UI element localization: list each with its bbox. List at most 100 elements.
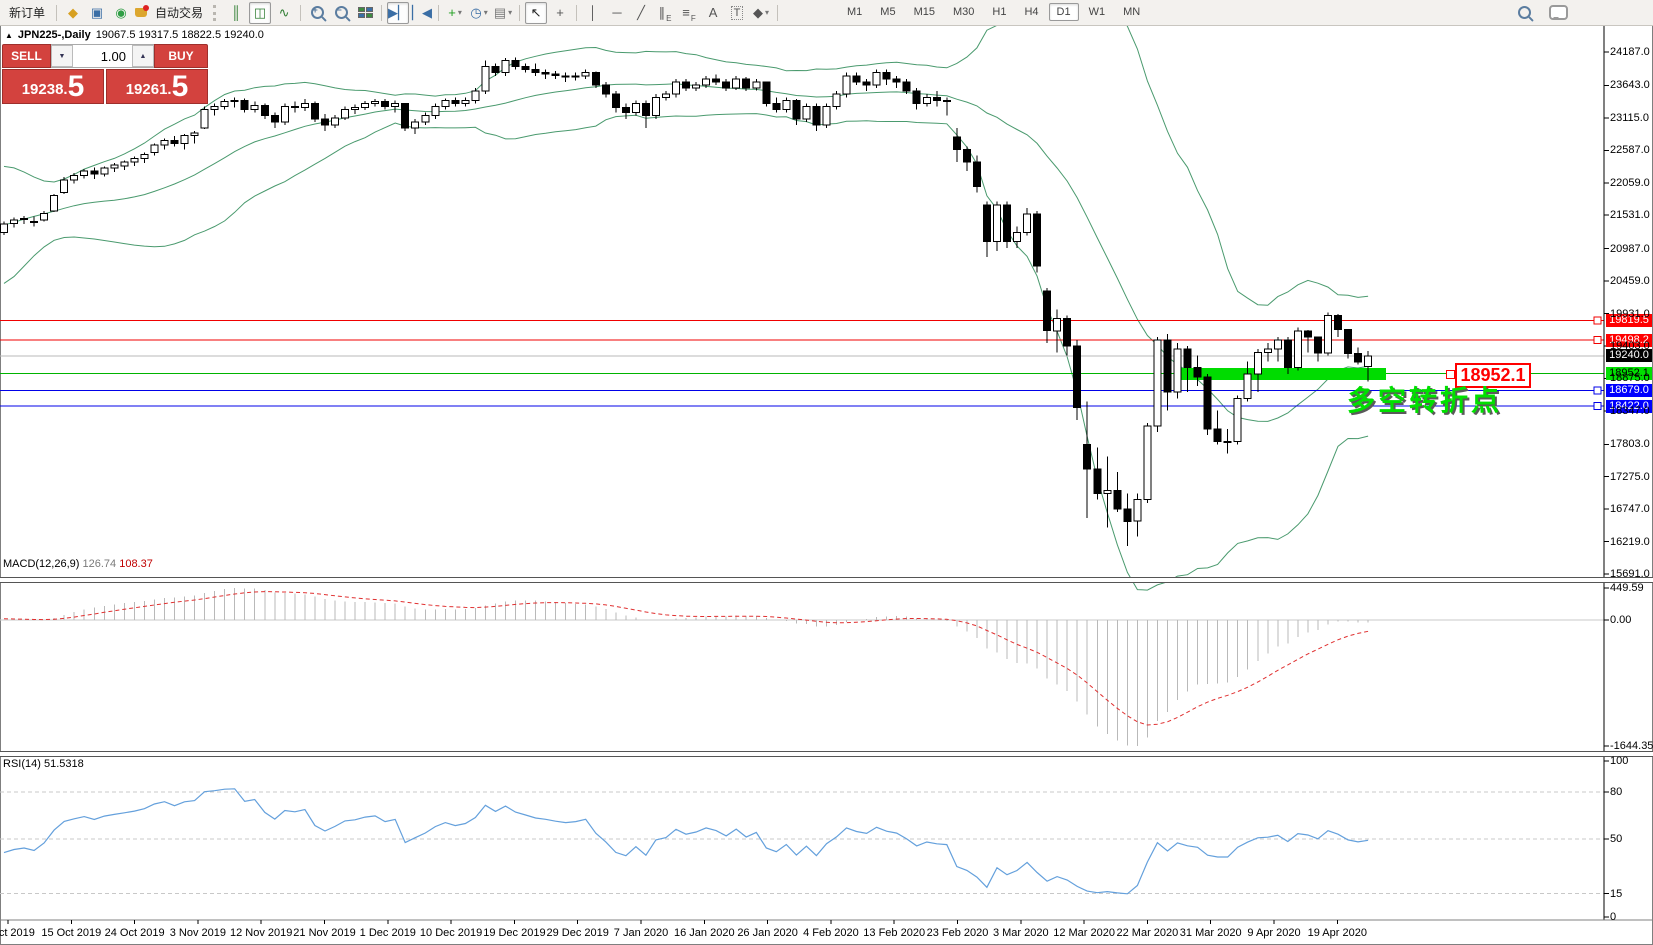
horizontal-line-icon[interactable]: ─: [606, 2, 628, 24]
candle-body: [1123, 508, 1132, 522]
tile-windows-icon[interactable]: [354, 2, 376, 24]
pane-divider-macd[interactable]: [0, 577, 1653, 583]
date-label: 9 Apr 2020: [1247, 927, 1301, 939]
candle-body: [551, 73, 560, 77]
candle-body: [521, 66, 530, 71]
bar-chart-icon[interactable]: ║: [225, 2, 247, 24]
sell-price-main: 19238.: [21, 81, 68, 98]
candle-body: [290, 106, 299, 109]
candle-body: [40, 212, 49, 221]
candle-body: [1083, 443, 1092, 470]
level-line-handle[interactable]: [1593, 402, 1602, 411]
date-label: 3 Nov 2019: [169, 927, 227, 939]
candle-body: [270, 115, 279, 123]
label-icon[interactable]: T: [726, 2, 748, 24]
tile-cell: [365, 13, 373, 18]
timeframe-button-h4[interactable]: H4: [1024, 6, 1039, 18]
indicators-button-dropdown-icon[interactable]: ▾: [457, 8, 462, 17]
indicators-button[interactable]: + ▾: [444, 2, 466, 24]
bollinger-lower-band: [3, 113, 1369, 591]
buy-price-display[interactable]: 19261. 5: [106, 69, 208, 104]
chart-title-bar: ▲ JPN225-,Daily 19067.5 19317.5 18822.5 …: [5, 29, 264, 41]
pane-divider-rsi[interactable]: [0, 751, 1653, 757]
timeframe-button-m30[interactable]: M30: [952, 6, 975, 18]
buy-price-main: 19261.: [125, 81, 172, 98]
channel-icon[interactable]: ∥ E: [654, 2, 676, 24]
timeframe-button-m1[interactable]: M1: [847, 6, 863, 18]
price-tick-label: 22059.0: [1610, 176, 1650, 189]
rsi-axis-label: 100: [1610, 755, 1629, 767]
price-label-box[interactable]: 18952.1: [1455, 363, 1531, 388]
candle-body: [702, 78, 711, 86]
candle-body: [130, 158, 139, 163]
price-tick-label: 21531.0: [1610, 209, 1650, 222]
sell-price-display[interactable]: 19238. 5: [2, 69, 104, 104]
candle-body: [1233, 397, 1242, 442]
chart-window: [0, 25, 1653, 945]
price-box-handle[interactable]: [1446, 370, 1455, 379]
scroll-to-end-icon[interactable]: ▶▏: [387, 1, 410, 24]
line-chart-icon[interactable]: ∿: [273, 2, 295, 24]
volume-decrease-button[interactable]: ▼: [51, 45, 73, 67]
sell-button[interactable]: SELL: [2, 44, 51, 68]
timeframe-button-mn[interactable]: MN: [1123, 6, 1141, 18]
chat-button[interactable]: [1547, 1, 1569, 23]
fibonacci-icon[interactable]: ≡ F: [678, 2, 700, 24]
templates-button-dropdown-icon[interactable]: ▾: [508, 8, 513, 17]
periods-button[interactable]: ◷ ▾: [468, 2, 490, 24]
candle-body: [100, 167, 109, 175]
candle-body: [1334, 314, 1342, 330]
search-button[interactable]: [1513, 1, 1535, 23]
shapes-icon[interactable]: ◆ ▾: [750, 2, 772, 24]
candle-body: [220, 101, 229, 107]
zoom-sign: −: [336, 5, 342, 15]
tile-cell: [357, 7, 365, 12]
candlestick-chart-icon-glyph: ◫: [253, 4, 267, 20]
candle-body: [60, 179, 69, 193]
candle-body: [1113, 490, 1122, 510]
crosshair-icon[interactable]: +: [549, 2, 571, 24]
timeframe-button-d1[interactable]: D1: [1048, 3, 1079, 21]
level-line-handle[interactable]: [1593, 336, 1602, 345]
toolbar-separator: [576, 4, 578, 21]
volume-increase-button[interactable]: ▲: [132, 45, 154, 67]
templates-button[interactable]: ▤ ▾: [492, 2, 514, 24]
chat-icon: [1548, 4, 1568, 20]
shapes-icon-dropdown-icon[interactable]: ▾: [765, 8, 770, 17]
vertical-line-icon[interactable]: │: [582, 2, 604, 24]
new-order-button[interactable]: 新订单: [3, 2, 51, 24]
candle-body: [972, 161, 981, 187]
periods-button-dropdown-icon[interactable]: ▾: [483, 8, 488, 17]
timeframe-button-h1[interactable]: H1: [992, 6, 1007, 18]
macd-name: MACD(12,26,9): [3, 558, 80, 570]
rsi-name: RSI(14): [3, 758, 41, 770]
support-highlight-rect[interactable]: [1175, 368, 1386, 380]
candlestick-chart-icon[interactable]: ◫: [249, 1, 272, 24]
volume-input[interactable]: 1.00: [73, 45, 132, 67]
timeframe-button-w1[interactable]: W1: [1088, 6, 1106, 18]
zoom-out-icon[interactable]: −: [330, 2, 352, 24]
trendline-icon[interactable]: ╱: [630, 2, 652, 24]
zoom-in-icon[interactable]: +: [306, 2, 328, 24]
one-click-trade-panel: SELL ▼ 1.00 ▲ BUY 19238. 5 19261. 5: [2, 44, 208, 104]
autotrade-button[interactable]: 自动交易: [134, 2, 209, 24]
market-watch-icon[interactable]: ◆: [62, 2, 84, 24]
timeframe-button-m15[interactable]: M15: [913, 6, 935, 18]
navigator-icon[interactable]: ◉: [110, 2, 132, 24]
candle-body: [1283, 339, 1292, 369]
level-line-handle[interactable]: [1593, 386, 1602, 395]
chart-shift-icon[interactable]: ▏◀: [411, 2, 433, 24]
annotation-text-cn[interactable]: 多空转折点: [1347, 385, 1503, 416]
candle-body: [300, 102, 309, 109]
data-window-icon[interactable]: ▣: [86, 2, 108, 24]
text-icon[interactable]: A: [702, 2, 724, 24]
level-line-handle[interactable]: [1593, 316, 1602, 325]
timeframe-button-m5[interactable]: M5: [880, 6, 896, 18]
toolbar-separator: [56, 4, 58, 21]
macd-axis-label: -1644.35: [1610, 740, 1653, 752]
candle-body: [621, 107, 630, 114]
cursor-icon[interactable]: ↖: [525, 1, 548, 24]
buy-button[interactable]: BUY: [154, 44, 208, 68]
date-label: 13 Feb 2020: [863, 927, 926, 939]
